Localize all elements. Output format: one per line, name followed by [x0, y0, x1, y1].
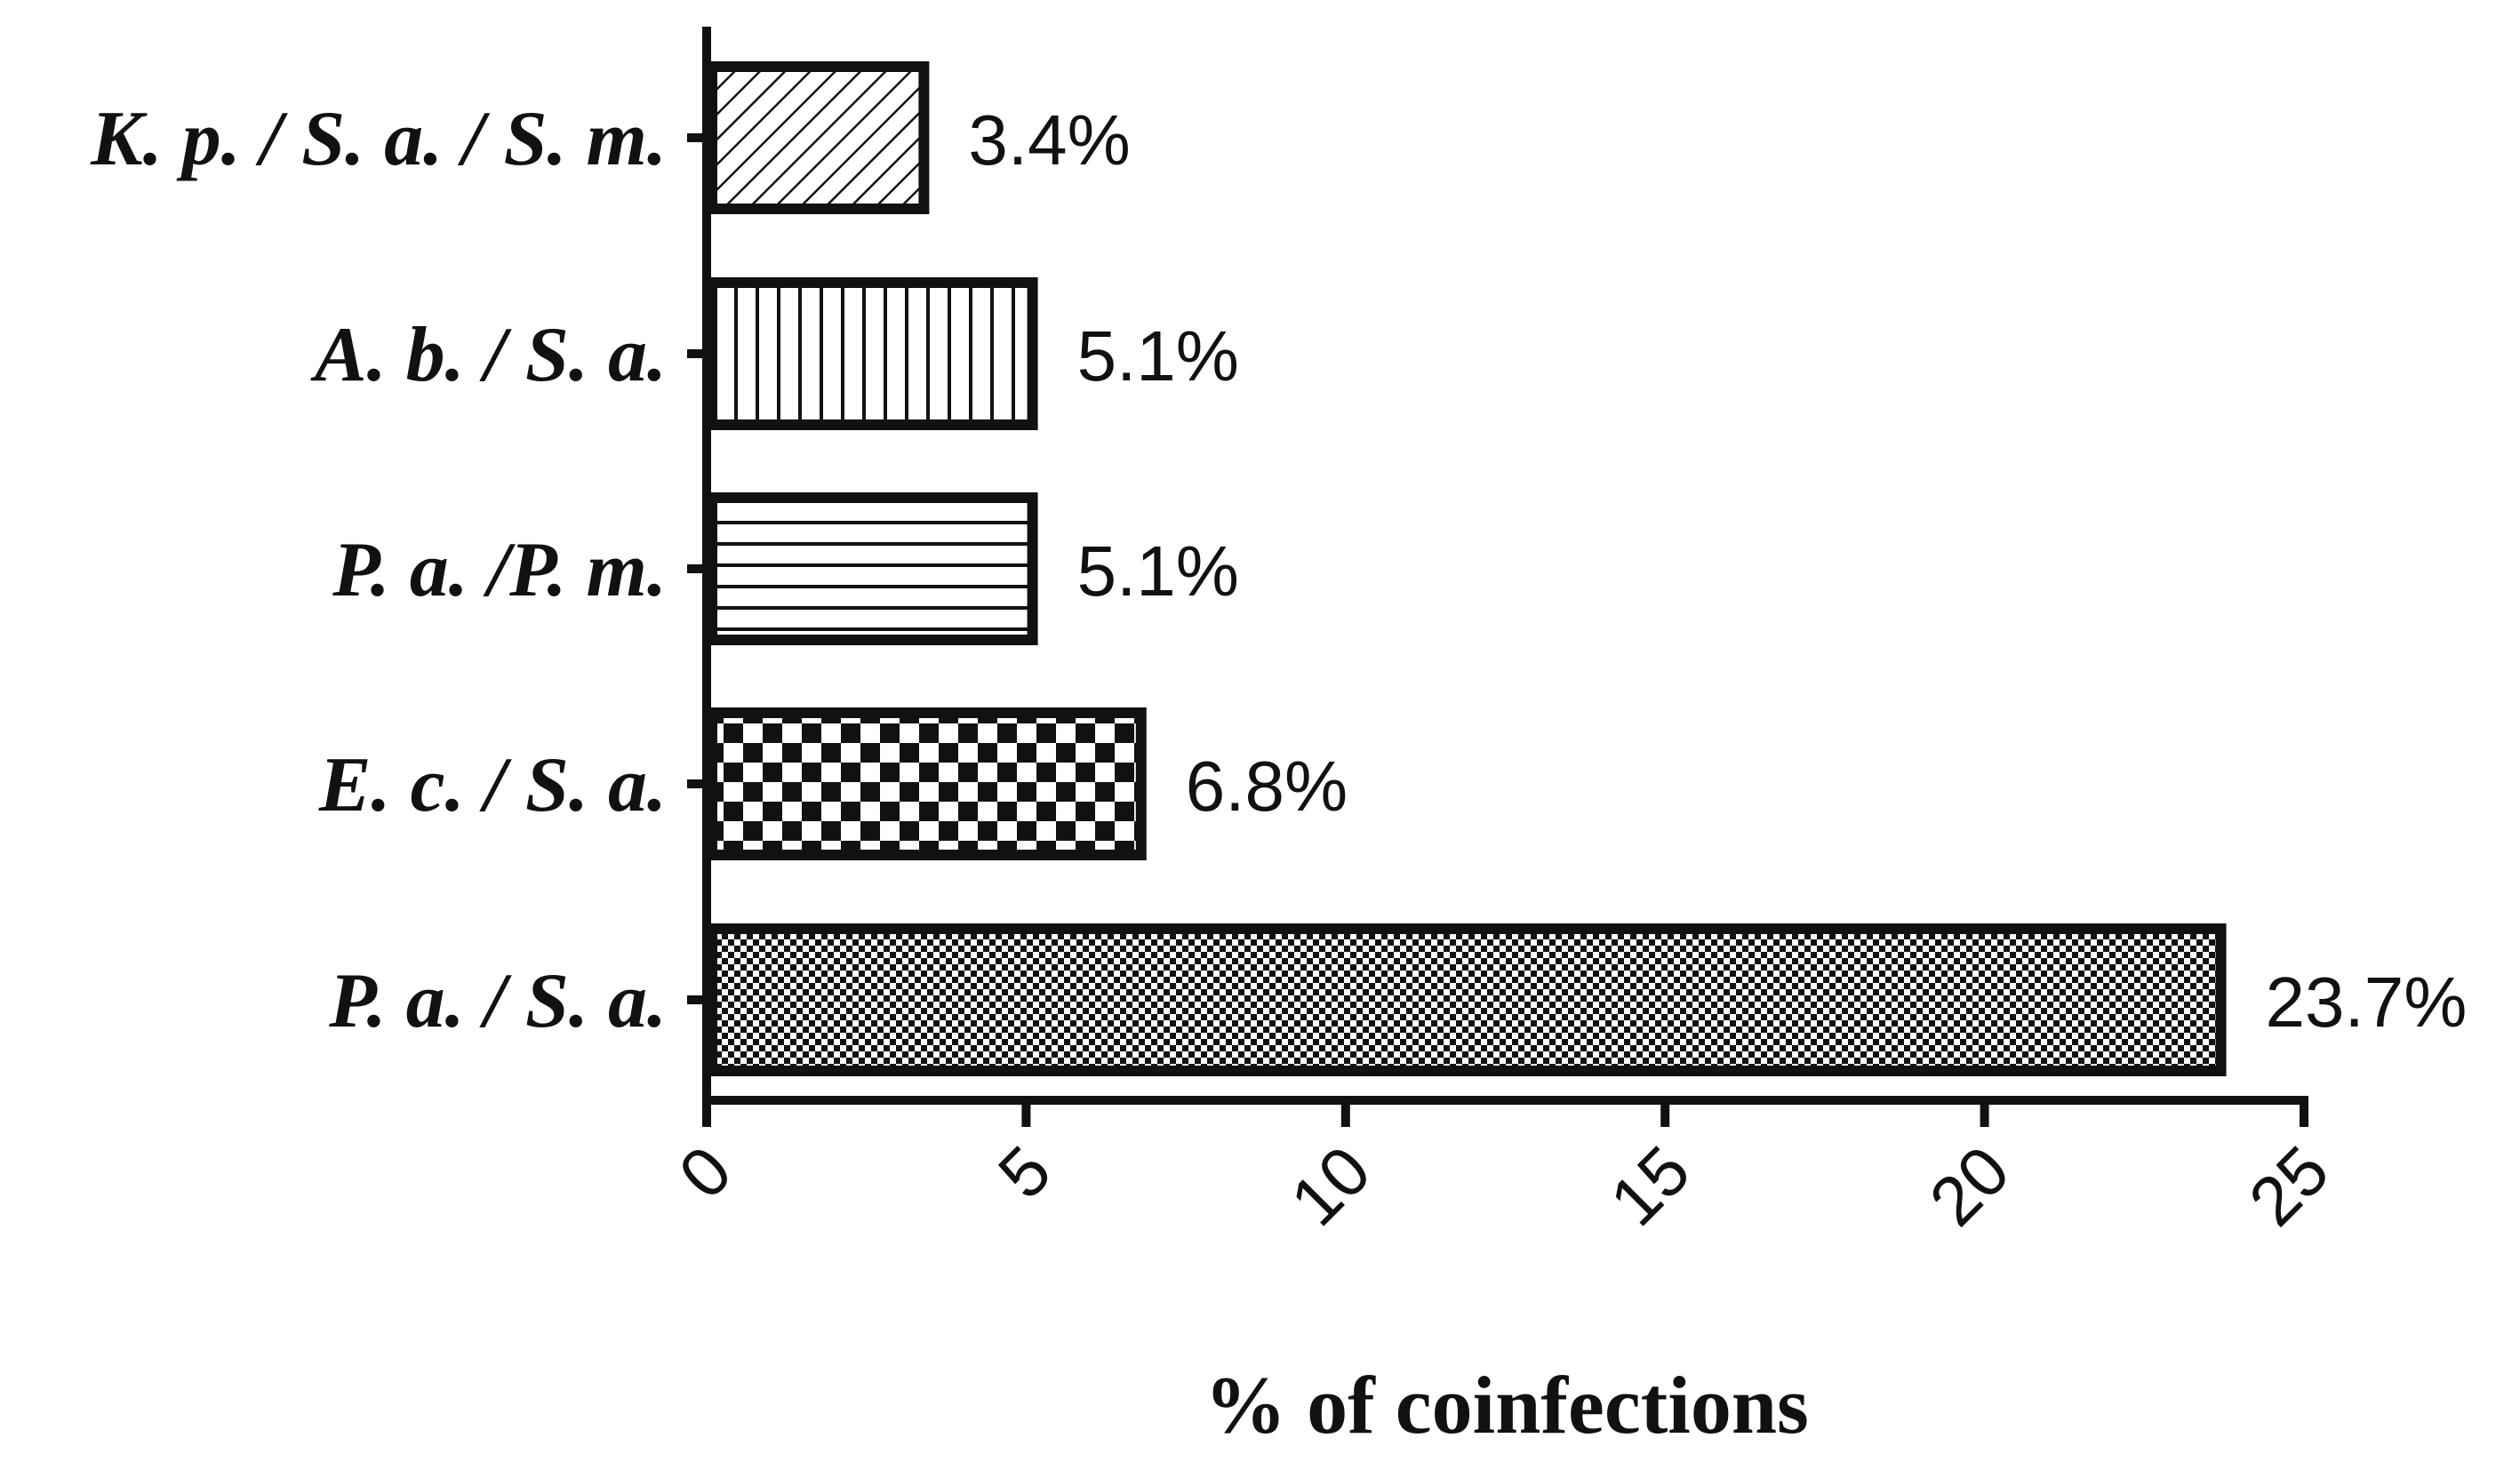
category-label-4: E. c. / S. a.: [318, 742, 667, 828]
bar-1: [707, 61, 930, 214]
axes: [687, 27, 2308, 1127]
bar-5: [707, 923, 2227, 1076]
bars-layer: [707, 61, 2227, 1076]
x-tick-label-10: 10: [1276, 1130, 1386, 1241]
category-labels: K. p. / S. a. / S. m. A. b. / S. a. P. a. …: [90, 96, 667, 1044]
x-tick-label-20: 20: [1915, 1130, 2025, 1241]
x-tick-labels: 0 5 10 15 20 25: [664, 1130, 2344, 1241]
x-tick-label-25: 25: [2234, 1130, 2344, 1241]
bar-3: [707, 492, 1038, 645]
bar-2: [707, 277, 1038, 430]
category-label-1: K. p. / S. a. / S. m.: [90, 96, 667, 182]
x-tick-label-0: 0: [664, 1130, 747, 1213]
x-tick-label-5: 5: [983, 1130, 1066, 1213]
data-labels: 3.4% 5.1% 5.1% 6.8% 23.7%: [968, 100, 2467, 1042]
data-label-4: 6.8%: [1186, 747, 1348, 826]
bar-4: [707, 707, 1147, 860]
data-label-5: 23.7%: [2266, 963, 2468, 1042]
data-label-2: 5.1%: [1077, 316, 1239, 395]
category-label-2: A. b. / S. a.: [310, 312, 667, 398]
category-label-5: P. a. / S. a.: [328, 958, 667, 1044]
data-label-3: 5.1%: [1077, 531, 1239, 611]
x-tick-label-15: 15: [1595, 1130, 1705, 1241]
category-label-3: P. a. /P. m.: [332, 527, 667, 613]
x-axis-title: % of coinfections: [1204, 1360, 1809, 1450]
data-label-1: 3.4%: [968, 100, 1130, 180]
